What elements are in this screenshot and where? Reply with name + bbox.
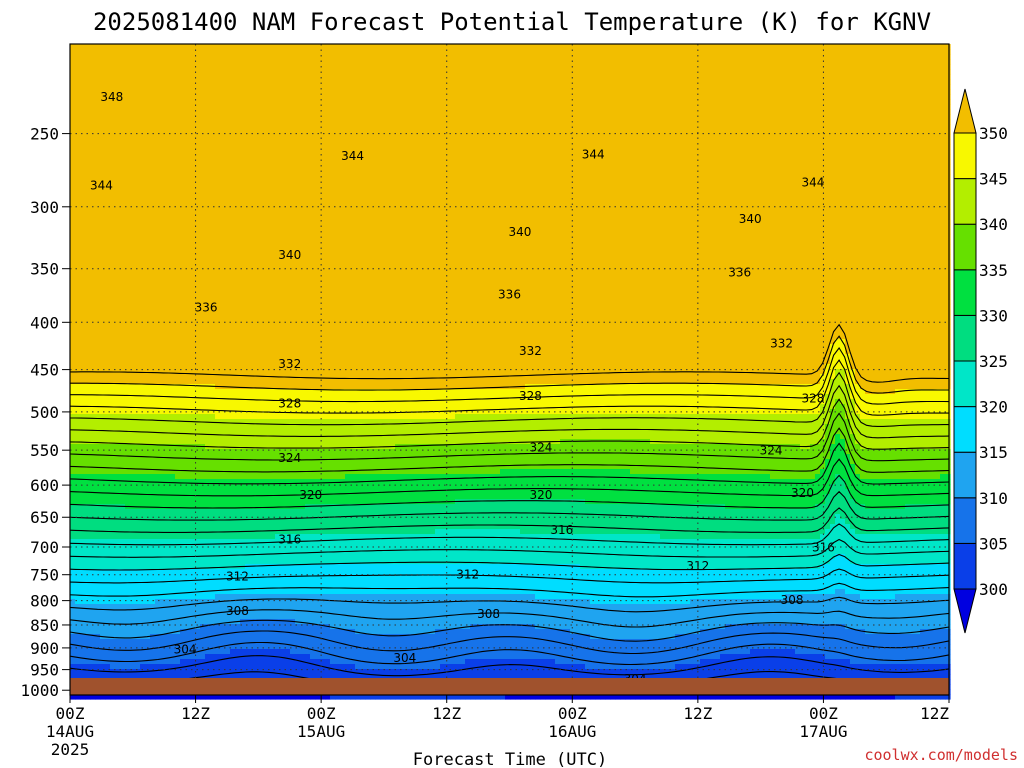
contour-label: 324 (278, 451, 301, 465)
contour-label: 316 (550, 523, 573, 537)
contour-label: 332 (519, 344, 542, 358)
contour-label: 308 (477, 607, 500, 621)
colorbar-label: 305 (979, 534, 1008, 553)
x-date-label: 15AUG (297, 722, 345, 741)
y-tick-label: 500 (30, 403, 59, 422)
contour-label: 304 (174, 642, 197, 656)
y-tick-label: 450 (30, 361, 59, 380)
y-tick-label: 600 (30, 476, 59, 495)
colorbar-box (954, 179, 976, 225)
contour-label: 336 (498, 288, 521, 302)
y-tick-label: 1000 (20, 681, 59, 700)
x-date-label: 17AUG (799, 722, 847, 741)
y-tick-label: 950 (30, 661, 59, 680)
colorbar-label: 310 (979, 489, 1008, 508)
x-axis-label: Forecast Time (UTC) (413, 750, 607, 768)
contour-label: 324 (529, 441, 552, 455)
chart-title: 2025081400 NAM Forecast Potential Temper… (93, 8, 931, 36)
contour-label: 344 (341, 149, 364, 163)
colorbar-label: 345 (979, 170, 1008, 189)
colorbar-label: 325 (979, 352, 1008, 371)
contour-label: 328 (802, 392, 825, 406)
x-tick-label: 00Z (307, 704, 336, 723)
colorbar-label: 300 (979, 580, 1008, 599)
contour-label: 316 (278, 532, 301, 546)
colorbar-box (954, 315, 976, 361)
x-tick-label: 00Z (809, 704, 838, 723)
colorbar: 300 305 310 315 320 325 330 335 340 345 350 (954, 89, 1008, 633)
colorbar-box (954, 133, 976, 179)
contour-label: 320 (529, 488, 552, 502)
x-tick-label: 12Z (920, 704, 949, 723)
contour-label: 340 (278, 248, 301, 262)
y-tick-label: 250 (30, 125, 59, 144)
colorbar-box (954, 224, 976, 270)
contour-label: 328 (519, 389, 542, 403)
colorbar-box (954, 270, 976, 316)
colorbar-box (954, 361, 976, 407)
y-tick-label: 800 (30, 592, 59, 611)
x-tick-label: 00Z (558, 704, 587, 723)
colorbar-label: 340 (979, 215, 1008, 234)
contour-label: 320 (791, 486, 814, 500)
contour-label: 332 (770, 336, 793, 350)
y-tick-label: 650 (30, 508, 59, 527)
x-tick-label: 00Z (56, 704, 85, 723)
colorbar-box (954, 498, 976, 544)
y-tick-label: 700 (30, 538, 59, 557)
contour-label: 320 (299, 488, 322, 502)
contour-label: 344 (802, 175, 825, 189)
colorbar-box (954, 543, 976, 589)
contour-label: 308 (781, 593, 804, 607)
colorbar-label: 350 (979, 124, 1008, 143)
y-tick-label: 550 (30, 441, 59, 460)
x-date-label: 14AUG (46, 722, 94, 741)
y-axis: 250 300 350 400 450 500 550 600 650 700 750 800 850 9… (20, 125, 70, 701)
y-tick-label: 350 (30, 260, 59, 279)
contour-label: 336 (195, 300, 218, 314)
x-year-label: 2025 (51, 740, 90, 759)
colorbar-extend-bottom (954, 589, 976, 633)
colorbar-label: 320 (979, 398, 1008, 417)
contour-label: 328 (278, 396, 301, 410)
colorbar-box (954, 452, 976, 498)
x-tick-label: 12Z (683, 704, 712, 723)
contour-label: 304 (393, 651, 416, 665)
x-tick-label: 12Z (181, 704, 210, 723)
y-tick-label: 400 (30, 313, 59, 332)
contour-label: 344 (582, 147, 605, 161)
y-tick-label: 900 (30, 639, 59, 658)
y-tick-label: 750 (30, 566, 59, 585)
colorbar-label: 330 (979, 306, 1008, 325)
contour-label: 316 (812, 541, 835, 555)
x-date-label: 16AUG (548, 722, 596, 741)
contour-label: 332 (278, 357, 301, 371)
ground-bar (70, 678, 949, 695)
contour-label: 312 (456, 568, 479, 582)
contour-label: 348 (100, 90, 123, 104)
contour-label: 344 (90, 178, 113, 192)
colorbar-box (954, 407, 976, 453)
colorbar-extend-top (954, 89, 976, 133)
colorbar-label: 335 (979, 261, 1008, 280)
colorbar-label: 315 (979, 443, 1008, 462)
contour-label: 340 (509, 225, 532, 239)
contour-label: 308 (226, 604, 249, 618)
contour-label: 340 (739, 212, 762, 226)
x-tick-label: 12Z (432, 704, 461, 723)
y-tick-label: 850 (30, 616, 59, 635)
contour-label: 336 (728, 266, 751, 280)
credit-text: coolwx.com/models (864, 746, 1018, 764)
y-tick-label: 300 (30, 198, 59, 217)
contour-label: 312 (226, 569, 249, 583)
